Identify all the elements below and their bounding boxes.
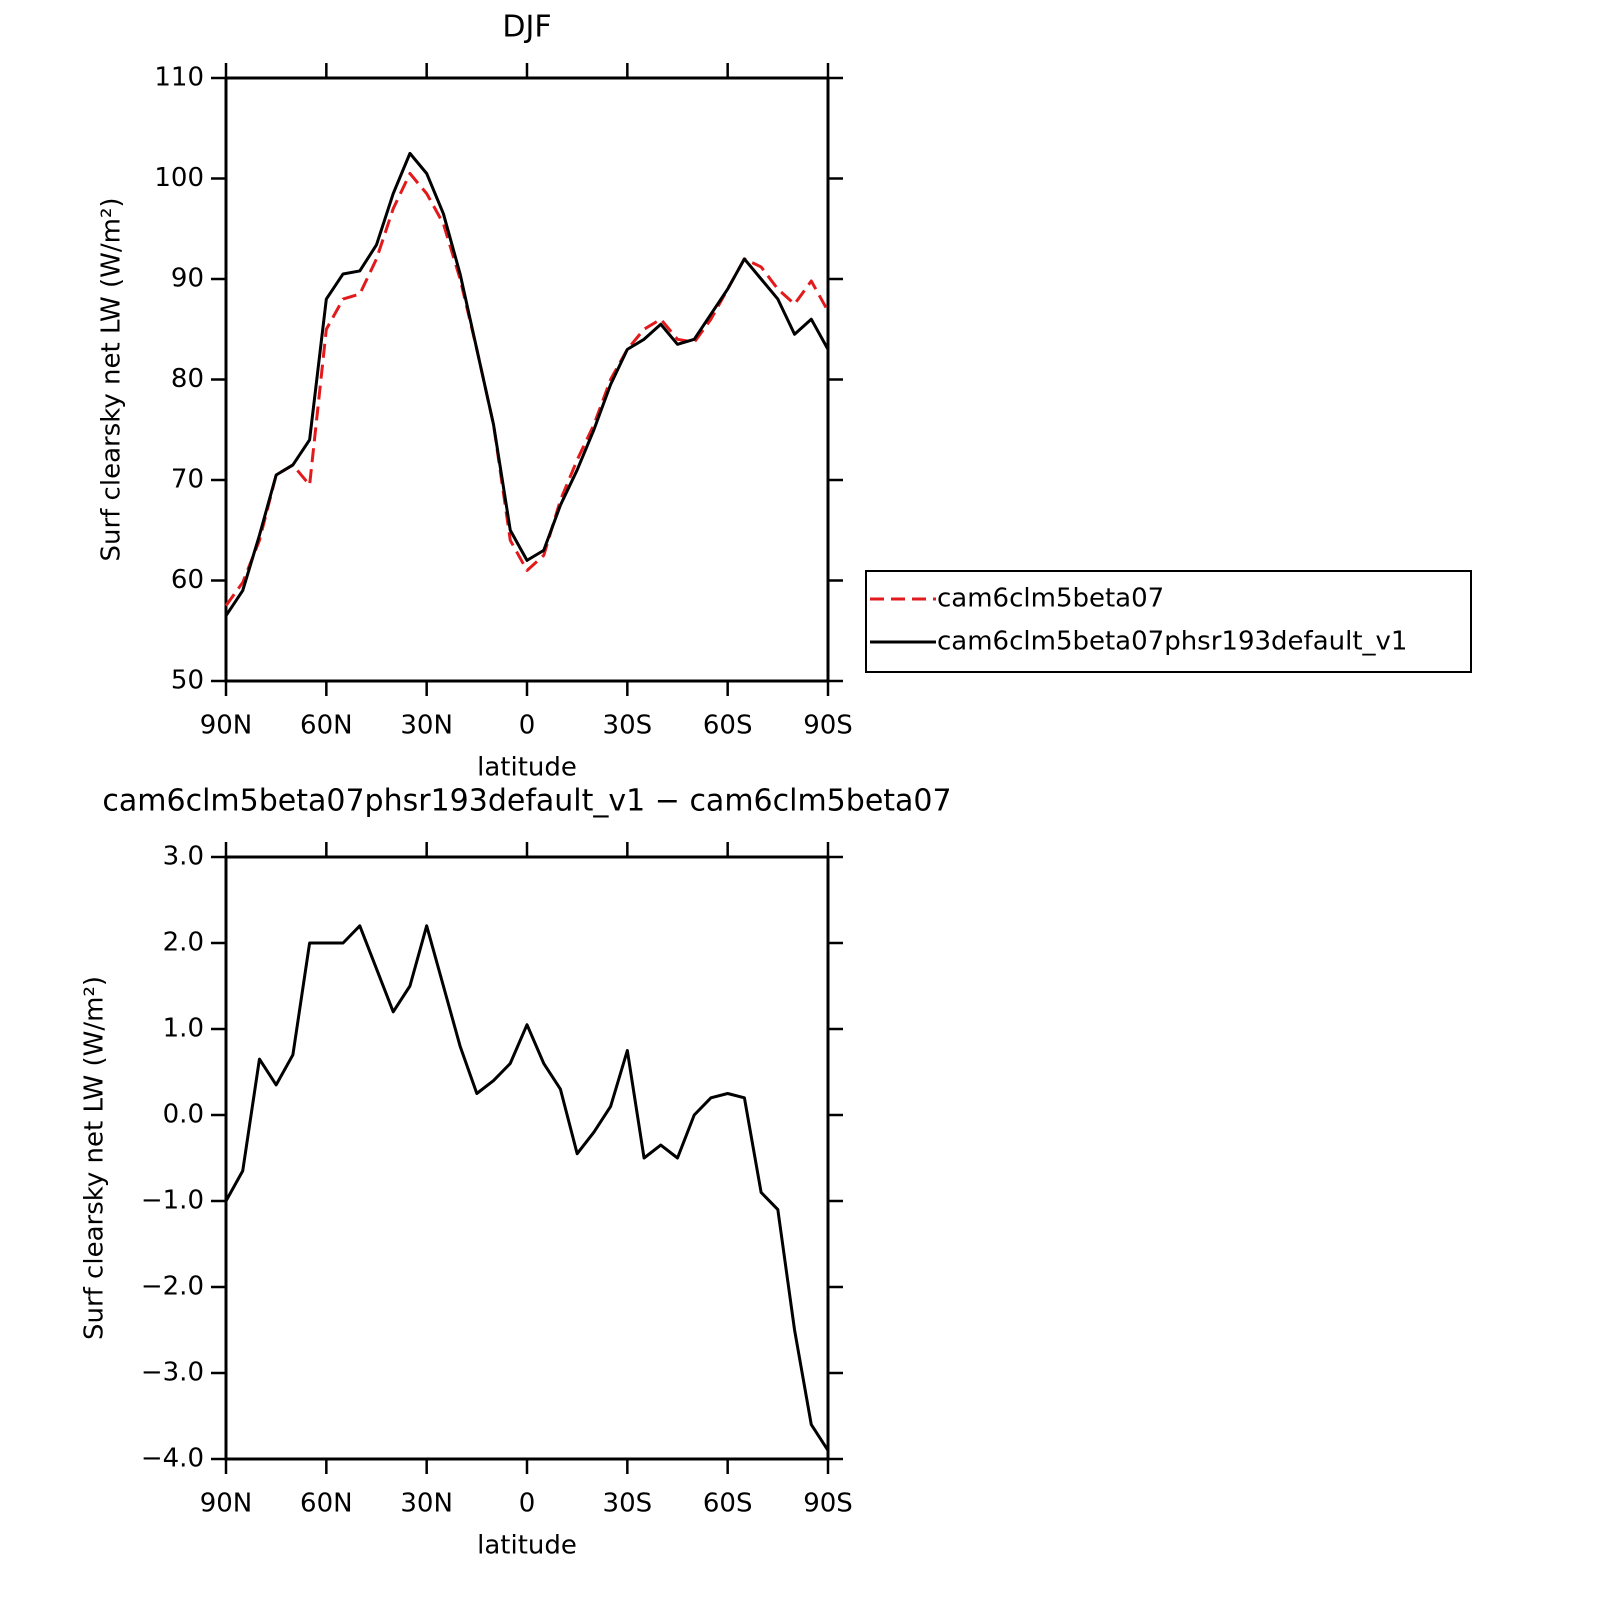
x-axis-label: latitude bbox=[477, 753, 577, 783]
x-tick-label: 60N bbox=[300, 711, 353, 741]
y-tick-label: 110 bbox=[154, 63, 204, 93]
legend-box bbox=[865, 570, 1472, 673]
y-tick-label: 1.0 bbox=[163, 1014, 204, 1044]
y-axis-label: Surf clearsky net LW (W/m²) bbox=[97, 197, 127, 561]
x-tick-label: 60S bbox=[703, 1489, 753, 1519]
x-tick-label: 90N bbox=[200, 1489, 253, 1519]
data-line bbox=[224, 151, 830, 617]
y-tick-label: −2.0 bbox=[141, 1272, 204, 1302]
y-tick-label: 0.0 bbox=[163, 1100, 204, 1130]
y-tick-label: 70 bbox=[171, 465, 204, 495]
data-line bbox=[224, 171, 830, 607]
y-tick-label: 80 bbox=[171, 364, 204, 394]
y-tick-label: −1.0 bbox=[141, 1186, 204, 1216]
x-tick-label: 30N bbox=[400, 1489, 453, 1519]
x-tick-label: 30S bbox=[603, 711, 653, 741]
y-tick-label: 2.0 bbox=[163, 928, 204, 958]
x-tick-label: 60N bbox=[300, 1489, 353, 1519]
x-tick-label: 90S bbox=[803, 711, 853, 741]
chart-title: DJF bbox=[502, 10, 551, 45]
y-tick-label: 3.0 bbox=[163, 842, 204, 872]
y-tick-label: 60 bbox=[171, 565, 204, 595]
chart-title: cam6clm5beta07phsr193default_v1 − cam6cl… bbox=[102, 784, 951, 819]
x-tick-label: 60S bbox=[703, 711, 753, 741]
x-axis-label: latitude bbox=[477, 1531, 577, 1561]
y-axis-label: Surf clearsky net LW (W/m²) bbox=[80, 976, 110, 1340]
y-tick-label: −3.0 bbox=[141, 1358, 204, 1388]
x-tick-label: 30N bbox=[400, 711, 453, 741]
data-line bbox=[224, 924, 830, 1452]
legend-label: cam6clm5beta07 bbox=[937, 584, 1164, 614]
y-tick-label: 50 bbox=[171, 666, 204, 696]
x-tick-label: 0 bbox=[519, 1489, 536, 1519]
plot-frame bbox=[224, 76, 830, 683]
y-tick-label: −4.0 bbox=[141, 1444, 204, 1474]
plot-frame bbox=[224, 855, 830, 1461]
x-tick-label: 90N bbox=[200, 711, 253, 741]
legend-label: cam6clm5beta07phsr193default_v1 bbox=[937, 627, 1407, 657]
y-tick-label: 100 bbox=[154, 163, 204, 193]
x-tick-label: 0 bbox=[519, 711, 536, 741]
x-tick-label: 90S bbox=[803, 1489, 853, 1519]
y-tick-label: 90 bbox=[171, 264, 204, 294]
x-tick-label: 30S bbox=[603, 1489, 653, 1519]
